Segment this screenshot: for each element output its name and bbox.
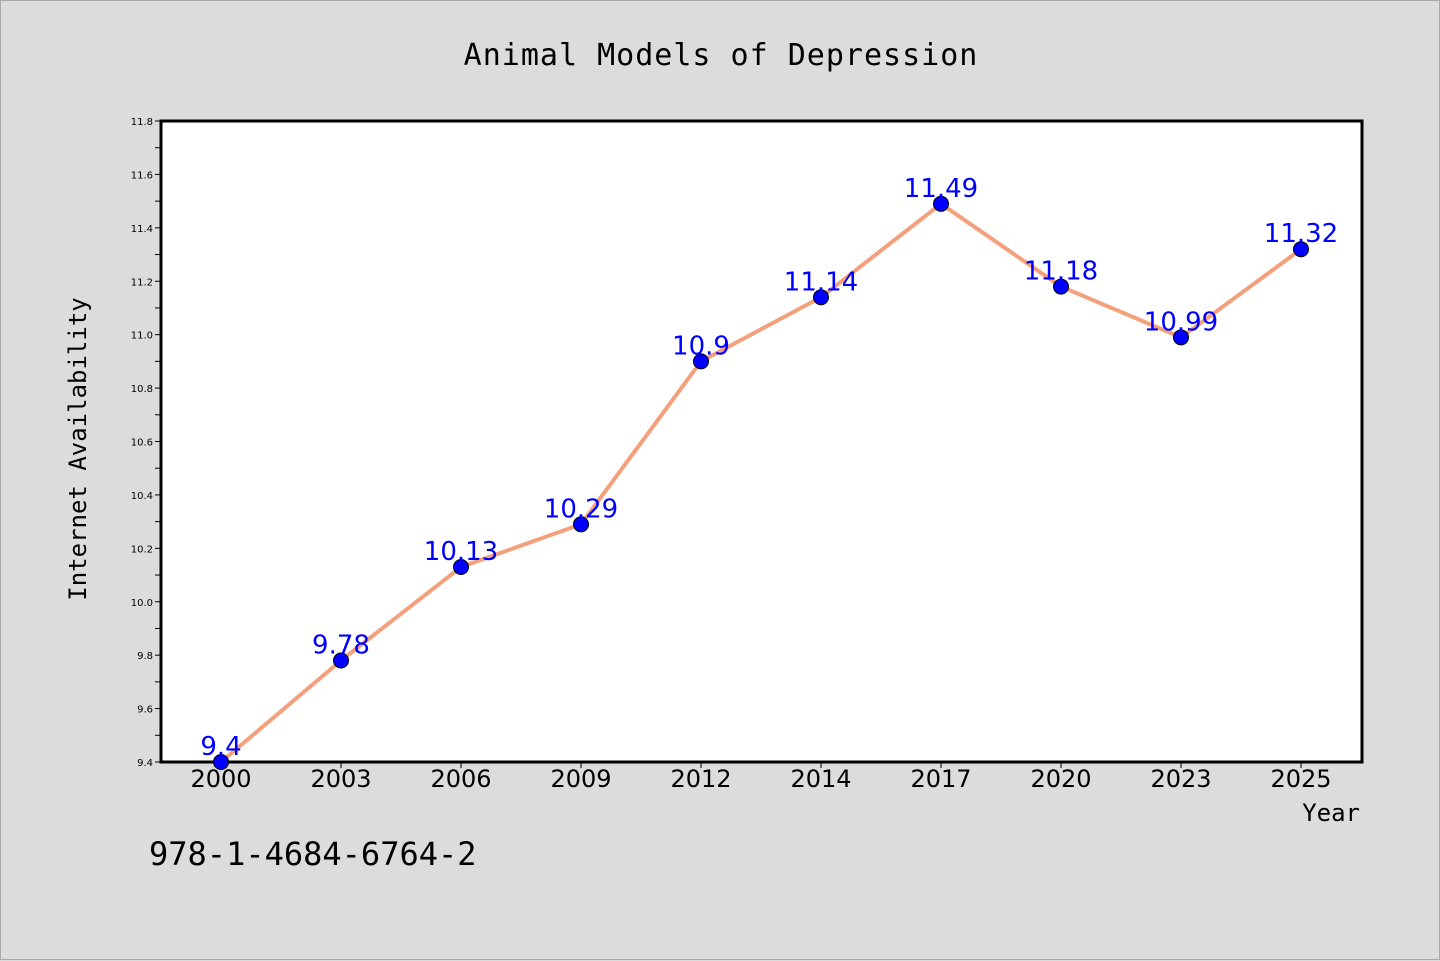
chart-title: Animal Models of Depression — [464, 38, 979, 73]
y-tick-label: 10.6 — [131, 438, 153, 449]
data-label: 9.4 — [200, 732, 241, 762]
data-label: 11.32 — [1264, 219, 1338, 249]
data-point — [1053, 278, 1069, 295]
data-label: 11.18 — [1024, 257, 1098, 287]
y-tick-label: 9.4 — [137, 758, 153, 769]
data-point — [453, 559, 469, 576]
data-point — [573, 516, 589, 533]
x-tick-label: 2020 — [1030, 765, 1091, 793]
y-tick-label: 11.6 — [131, 170, 153, 181]
y-axis: 9.4 9.6 9.8 10.0 10.2 10.4 10.6 10.8 11.0 11.2 11.… — [131, 117, 161, 769]
y-tick-label: 10.8 — [131, 384, 153, 395]
x-axis-label: Year — [1302, 799, 1360, 827]
data-point — [213, 754, 229, 770]
data-label: 10.99 — [1144, 307, 1218, 337]
plot-area — [159, 119, 1364, 764]
data-point — [693, 353, 709, 370]
y-tick-label: 11.4 — [131, 224, 153, 235]
y-tick-label: 11.2 — [131, 277, 153, 288]
y-tick-label: 10.0 — [131, 598, 153, 609]
x-axis: 2000 2003 2006 2009 2012 2014 2017 2020 2023 2025 — [190, 762, 1332, 793]
data-point — [813, 289, 829, 306]
data-point — [1173, 329, 1189, 346]
data-label: 10.29 — [544, 494, 618, 524]
x-tick-label: 2009 — [550, 765, 611, 793]
y-tick-label: 10.2 — [131, 544, 153, 555]
y-tick-label: 9.8 — [137, 651, 153, 662]
data-label: 11.14 — [784, 267, 858, 297]
y-tick-label: 9.6 — [137, 705, 153, 716]
data-label: 11.49 — [904, 174, 978, 204]
x-tick-label: 2006 — [430, 765, 491, 793]
data-point — [333, 652, 349, 669]
x-tick-label: 2023 — [1150, 765, 1211, 793]
y-tick-label: 11.0 — [131, 331, 153, 342]
data-point — [933, 195, 949, 212]
series-group: 9.4 9.78 10.13 10.29 10.9 11.14 11.49 11.18 10.9… — [200, 174, 1338, 770]
data-label: 10.9 — [672, 331, 730, 361]
data-point — [1293, 241, 1309, 258]
x-tick-label: 2025 — [1270, 765, 1331, 793]
x-tick-label: 2014 — [790, 765, 851, 793]
data-label: 10.13 — [424, 537, 498, 567]
x-tick-label: 2003 — [310, 765, 371, 793]
data-label: 9.78 — [312, 631, 370, 661]
y-tick-label: 11.8 — [131, 117, 153, 128]
isbn-footnote: 978-1-4684-6764-2 — [149, 835, 477, 873]
y-tick-label: 10.4 — [131, 491, 153, 502]
x-tick-label: 2012 — [670, 765, 731, 793]
series-line — [219, 201, 1303, 764]
y-axis-label: Internet Availability — [64, 297, 92, 600]
x-tick-label: 2017 — [910, 765, 971, 793]
